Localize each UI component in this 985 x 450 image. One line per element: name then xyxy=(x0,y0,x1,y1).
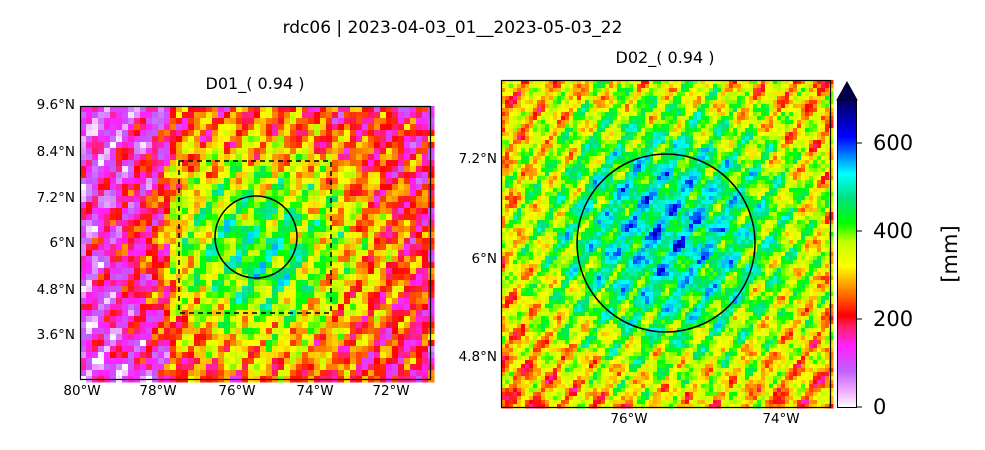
d01-xtick: 78°W xyxy=(139,383,177,399)
colorbar-extend-arrow xyxy=(836,80,858,101)
d01-ytick: 6°N xyxy=(49,235,75,251)
d01-frame xyxy=(79,105,432,381)
d02-ytick: 7.2°N xyxy=(458,151,497,167)
d01-xtick: 74°W xyxy=(296,383,334,399)
d01-inner-domain-box xyxy=(178,160,332,314)
colorbar-label: [mm] xyxy=(938,225,962,283)
d01-ytick: 8.4°N xyxy=(36,144,75,160)
colorbar-gradient xyxy=(837,99,857,408)
d02-ytick: 4.8°N xyxy=(458,349,497,365)
d01-analysis-circle xyxy=(214,195,298,279)
d01-ytick: 3.6°N xyxy=(36,327,75,343)
d02-xtick: 74°W xyxy=(762,411,800,427)
d01-ytick: 7.2°N xyxy=(36,190,75,206)
colorbar-tick: 0 xyxy=(873,395,887,419)
d02-frame xyxy=(500,79,832,409)
colorbar-tick: 200 xyxy=(873,307,914,331)
d01-precip-field xyxy=(80,106,435,383)
d01-xtick: 72°W xyxy=(372,383,410,399)
colorbar-tick: 400 xyxy=(873,219,914,243)
d02-xtick: 76°W xyxy=(610,411,648,427)
panel-d01-map xyxy=(79,105,435,383)
d01-xtick: 76°W xyxy=(218,383,256,399)
d01-xtick: 80°W xyxy=(63,383,101,399)
figure-title: rdc06 | 2023-04-03_01__2023-05-03_22 xyxy=(282,18,623,38)
colorbar xyxy=(836,80,862,408)
d02-precip-field xyxy=(501,80,834,409)
panel-d02-map xyxy=(500,79,834,409)
d01-ytick: 9.6°N xyxy=(36,97,75,113)
panel-d01-title: D01_( 0.94 ) xyxy=(205,74,305,93)
d02-ytick: 6°N xyxy=(471,251,497,267)
colorbar-tick: 600 xyxy=(873,131,914,155)
d02-analysis-circle xyxy=(576,153,756,333)
d01-ytick: 4.8°N xyxy=(36,282,75,298)
panel-d02-title: D02_( 0.94 ) xyxy=(615,48,715,67)
